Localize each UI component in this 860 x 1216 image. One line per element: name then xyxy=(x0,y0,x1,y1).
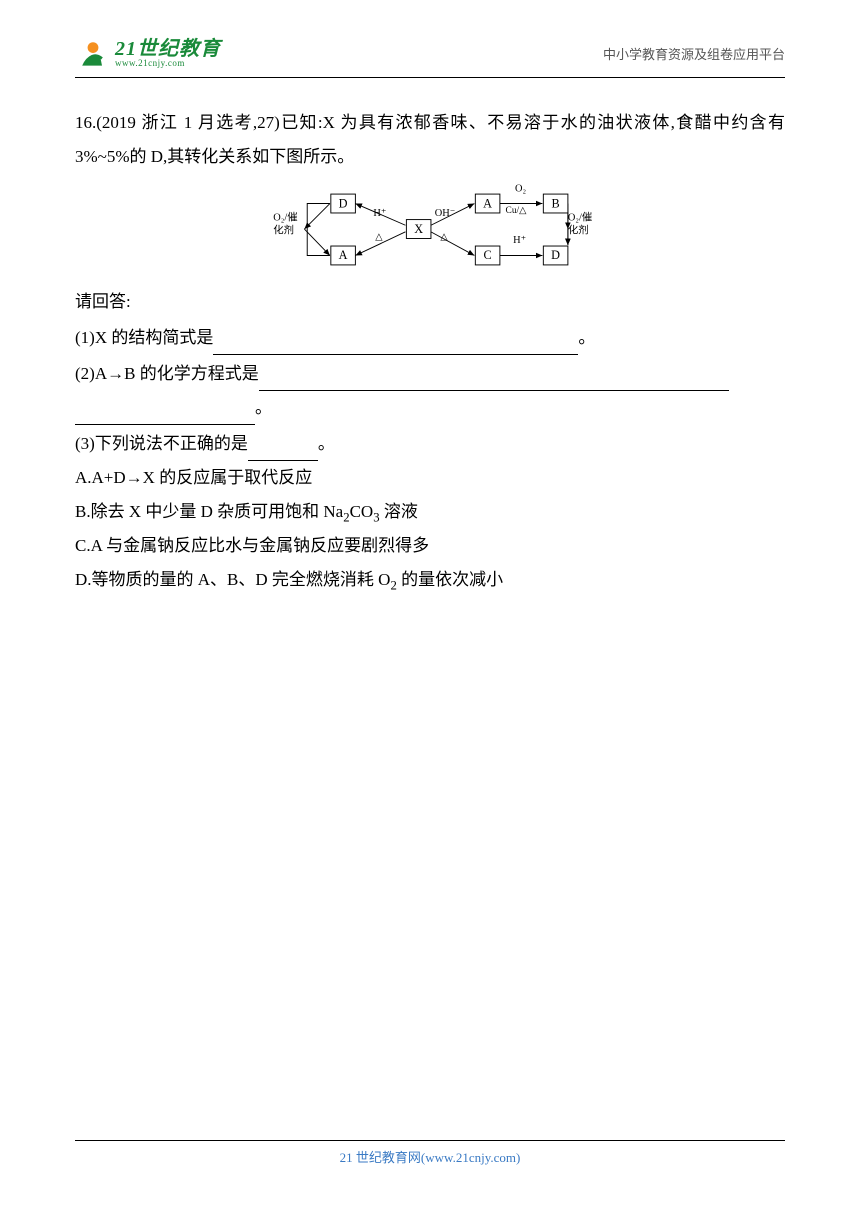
logo-icon xyxy=(75,35,111,71)
diagram-container: DAXACBDO₂/催化剂H⁺△OH⁻△O₂Cu/△H⁺O₂/催化剂 xyxy=(75,182,785,277)
sub1-label: (1)X 的结构简式是 xyxy=(75,328,213,347)
option-a: A.A+D→X 的反应属于取代反应 xyxy=(75,461,785,495)
sub3-suffix: 。 xyxy=(318,434,335,453)
svg-text:O₂/催: O₂/催 xyxy=(273,211,297,224)
svg-text:△: △ xyxy=(375,232,382,242)
header-right-text: 中小学教育资源及组卷应用平台 xyxy=(603,44,785,63)
logo: 21世纪教育 www.21cnjy.com xyxy=(75,35,221,71)
svg-text:O₂: O₂ xyxy=(515,183,526,194)
option-b: B.除去 X 中少量 D 杂质可用饱和 Na2CO3 溶液 xyxy=(75,495,785,529)
svg-text:D: D xyxy=(551,248,560,262)
sub3-label: (3)下列说法不正确的是 xyxy=(75,434,248,453)
page-header: 21世纪教育 www.21cnjy.com 中小学教育资源及组卷应用平台 xyxy=(75,35,785,78)
sub1-suffix: 。 xyxy=(578,328,595,347)
question-number: 16. xyxy=(75,113,96,132)
question-intro: 16.(2019 浙江 1 月选考,27)已知:X 为具有浓郁香味、不易溶于水的… xyxy=(75,106,785,174)
question-content: 16.(2019 浙江 1 月选考,27)已知:X 为具有浓郁香味、不易溶于水的… xyxy=(75,106,785,597)
option-b-prefix: B.除去 X 中少量 D 杂质可用饱和 Na xyxy=(75,502,343,521)
answer-prompt: 请回答: xyxy=(75,285,785,319)
svg-text:H⁺: H⁺ xyxy=(373,208,386,219)
blank-1[interactable] xyxy=(213,333,578,355)
blank-2-line2[interactable] xyxy=(75,403,255,425)
option-c: C.A 与金属钠反应比水与金属钠反应要剧烈得多 xyxy=(75,529,785,563)
svg-text:OH⁻: OH⁻ xyxy=(435,208,455,219)
svg-text:H⁺: H⁺ xyxy=(513,235,526,246)
svg-text:D: D xyxy=(339,196,348,210)
svg-text:O₂/催: O₂/催 xyxy=(568,211,592,224)
blank-2-line1[interactable] xyxy=(259,369,729,391)
option-d: D.等物质的量的 A、B、D 完全燃烧消耗 O2 的量依次减小 xyxy=(75,563,785,597)
option-b-suffix: 溶液 xyxy=(380,502,418,521)
svg-text:C: C xyxy=(484,248,492,262)
sub-question-1: (1)X 的结构简式是 。 xyxy=(75,321,785,355)
question-source: (2019 浙江 1 月选考,27) xyxy=(96,113,280,132)
sub-question-2-cont: 。 xyxy=(75,391,785,425)
logo-main-text: 21世纪教育 xyxy=(115,39,221,59)
page-footer: 21 世纪教育网(www.21cnjy.com) xyxy=(75,1140,785,1166)
option-b-mid: CO xyxy=(350,502,374,521)
option-d-suffix: 的量依次减小 xyxy=(397,570,503,589)
sub-question-2: (2)A→B 的化学方程式是 xyxy=(75,357,785,391)
svg-text:X: X xyxy=(414,222,423,236)
logo-sub-text: www.21cnjy.com xyxy=(115,59,221,68)
blank-3[interactable] xyxy=(248,439,318,461)
svg-text:B: B xyxy=(552,196,560,210)
logo-text: 21世纪教育 www.21cnjy.com xyxy=(115,39,221,68)
sub2-suffix: 。 xyxy=(255,398,272,417)
sub-question-3: (3)下列说法不正确的是 。 xyxy=(75,427,785,461)
svg-text:化剂: 化剂 xyxy=(568,224,589,237)
svg-text:A: A xyxy=(339,248,348,262)
option-d-prefix: D.等物质的量的 A、B、D 完全燃烧消耗 O xyxy=(75,570,390,589)
sub2-label: (2)A→B 的化学方程式是 xyxy=(75,364,259,383)
svg-text:化剂: 化剂 xyxy=(273,224,294,237)
svg-text:A: A xyxy=(483,196,492,210)
svg-text:△: △ xyxy=(440,232,447,242)
transformation-diagram: DAXACBDO₂/催化剂H⁺△OH⁻△O₂Cu/△H⁺O₂/催化剂 xyxy=(260,182,600,277)
svg-text:Cu/△: Cu/△ xyxy=(506,206,527,216)
